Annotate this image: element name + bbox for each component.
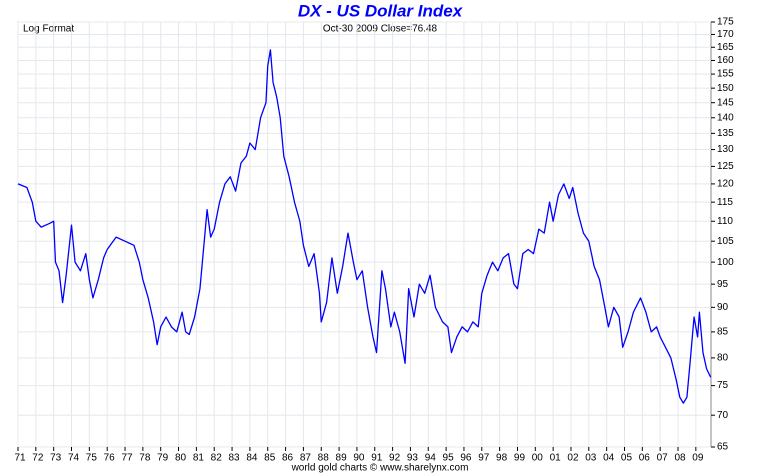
lines	[17, 49, 712, 404]
y-tick-label: 110	[717, 216, 733, 227]
y-tick-label: 165	[717, 42, 734, 53]
y-tick-label: 100	[717, 257, 734, 268]
footer: world gold charts © www.sharelynx.com	[291, 463, 469, 474]
x-tick-label: 02	[567, 453, 579, 464]
x-tick-label: 00	[532, 453, 544, 464]
ticks: 65 70 75 80 85 90 95 100 105 110 115 120 125 130 135 14…	[14, 17, 734, 464]
x-tick-label: 03	[585, 453, 597, 464]
x-tick-label: 05	[621, 453, 633, 464]
y-tick-label: 160	[717, 55, 734, 66]
x-tick-label: 71	[14, 453, 26, 464]
x-tick-label: 86	[282, 453, 294, 464]
x-tick-label: 09	[692, 453, 704, 464]
subtitle: Oct-30 2009 Close=76.48	[323, 24, 438, 35]
x-tick-label: 04	[603, 453, 615, 464]
y-tick-label: 120	[717, 179, 734, 190]
x-tick-label: 81	[193, 453, 205, 464]
y-tick-label: 75	[717, 380, 729, 391]
x-tick-label: 91	[371, 453, 383, 464]
x-tick-label: 88	[318, 453, 330, 464]
x-tick-label: 07	[657, 453, 669, 464]
x-tick-label: 87	[300, 453, 312, 464]
x-tick-label: 83	[228, 453, 240, 464]
y-tick-label: 150	[717, 83, 734, 94]
x-tick-label: 84	[246, 453, 258, 464]
x-tick-label: 79	[157, 453, 169, 464]
x-tick-label: 08	[674, 453, 686, 464]
x-tick-label: 74	[68, 453, 80, 464]
x-tick-label: 80	[175, 453, 187, 464]
y-tick-label: 170	[717, 29, 734, 40]
y-tick-label: 115	[717, 197, 733, 208]
x-tick-label: 89	[336, 453, 348, 464]
y-tick-label: 85	[717, 327, 729, 338]
scale-note: Log Format	[23, 24, 74, 35]
y-tick-label: 130	[717, 144, 734, 155]
x-tick-label: 93	[407, 453, 419, 464]
x-tick-label: 98	[496, 453, 508, 464]
y-tick-label: 90	[717, 302, 729, 313]
x-tick-label: 97	[478, 453, 490, 464]
y-tick-label: 95	[717, 279, 729, 290]
plot-area	[17, 21, 712, 448]
x-tick-label: 06	[639, 453, 651, 464]
x-tick-label: 76	[104, 453, 116, 464]
x-tick-label: 92	[389, 453, 401, 464]
y-tick-label: 145	[717, 97, 734, 108]
x-tick-label: 72	[32, 453, 44, 464]
x-tick-label: 90	[353, 453, 365, 464]
y-tick-label: 105	[717, 236, 734, 247]
y-tick-label: 175	[717, 17, 734, 28]
x-tick-label: 01	[550, 453, 562, 464]
x-tick-label: 85	[264, 453, 276, 464]
y-tick-label: 70	[717, 410, 729, 421]
x-tick-label: 94	[425, 453, 437, 464]
chart-title: DX - US Dollar Index	[298, 1, 464, 20]
x-tick-label: 75	[86, 453, 98, 464]
y-tick-label: 65	[717, 442, 729, 453]
x-tick-label: 73	[50, 453, 62, 464]
y-tick-label: 125	[717, 161, 734, 172]
x-tick-label: 77	[121, 453, 133, 464]
y-tick-label: 155	[717, 69, 734, 80]
x-tick-label: 95	[443, 453, 455, 464]
x-tick-label: 78	[139, 453, 151, 464]
y-tick-label: 80	[717, 353, 729, 364]
x-tick-label: 99	[514, 453, 526, 464]
series-line	[17, 49, 712, 404]
y-tick-label: 140	[717, 112, 734, 123]
y-tick-label: 135	[717, 128, 734, 139]
grid	[17, 21, 711, 448]
x-tick-label: 96	[460, 453, 472, 464]
x-tick-label: 82	[211, 453, 223, 464]
